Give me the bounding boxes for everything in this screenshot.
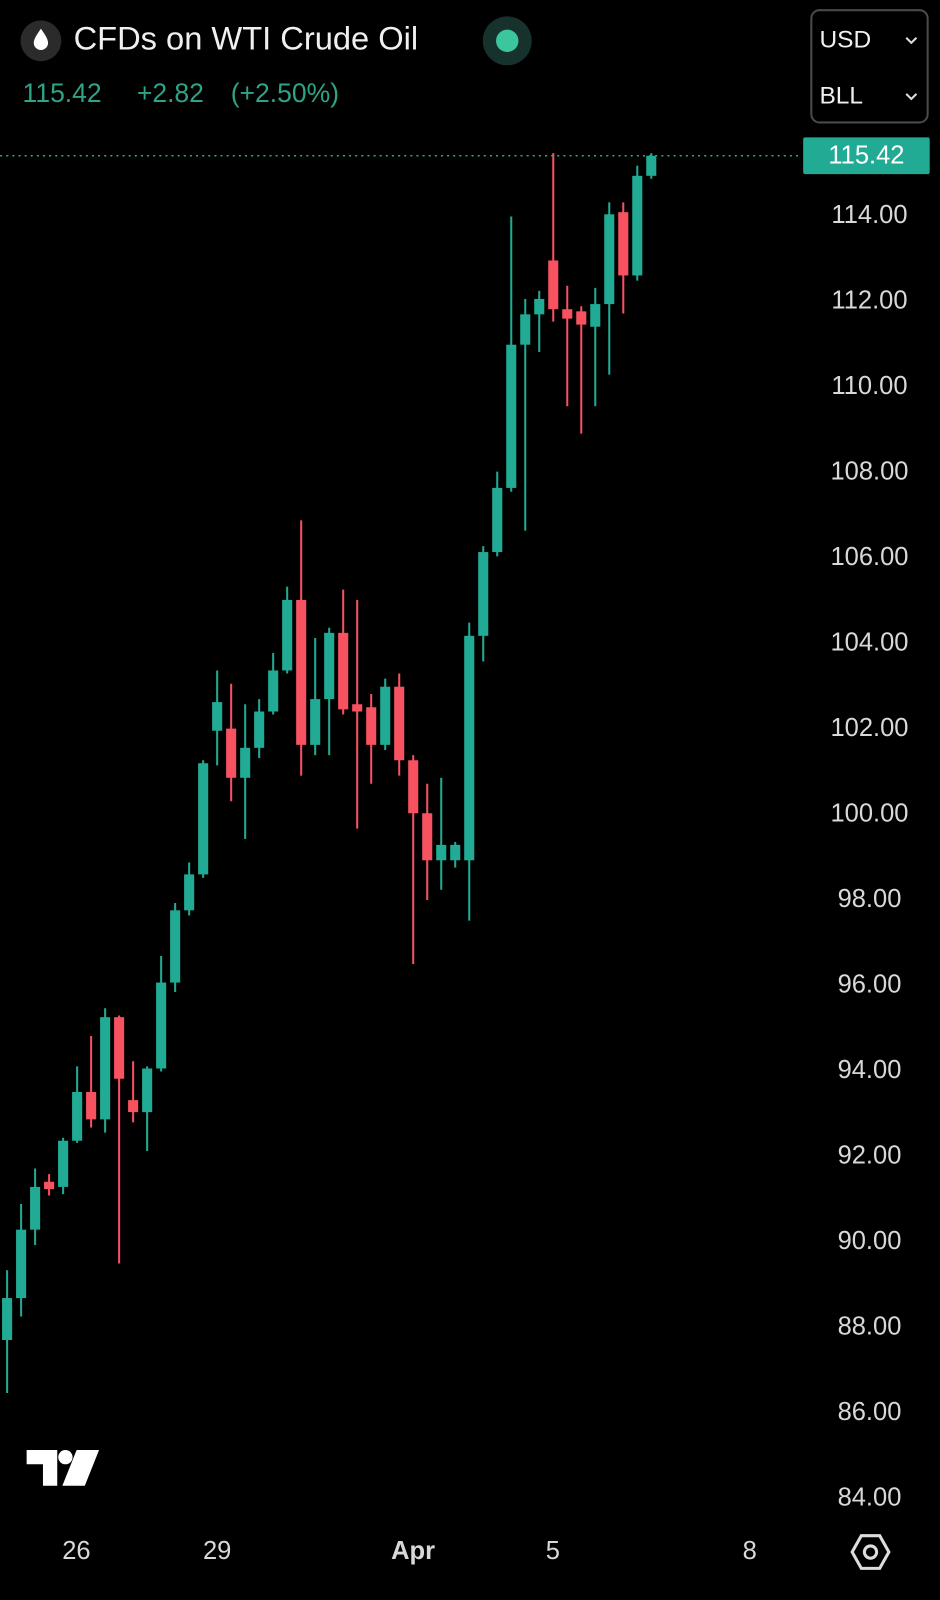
dropdown-box: [810, 9, 929, 124]
candle-body: [618, 212, 629, 276]
candle-body: [100, 1017, 111, 1120]
y-tick-label: 104.00: [830, 629, 908, 657]
x-tick-label: 26: [62, 1537, 90, 1565]
candle-body: [436, 844, 447, 861]
candle-body: [352, 704, 363, 712]
y-tick-label: 100.00: [830, 800, 908, 828]
candle-body: [156, 982, 167, 1069]
y-tick-label: 88.00: [838, 1313, 902, 1341]
logo-part: [62, 1450, 100, 1486]
candle-body: [450, 844, 461, 861]
candle-body: [646, 155, 657, 176]
candle-body: [240, 747, 251, 778]
candle-body: [170, 910, 181, 983]
candle-body: [254, 711, 265, 748]
x-tick-label: 29: [203, 1537, 231, 1565]
tradingview-logo: [26, 1450, 100, 1486]
symbol-title: CFDs on WTI Crude Oil: [74, 19, 419, 56]
last-price-label: 115.42: [828, 141, 904, 169]
candle-body: [128, 1100, 139, 1113]
logo-part: [26, 1450, 58, 1486]
candle-body: [212, 702, 223, 731]
last-price-box: [803, 137, 930, 175]
candle-body: [226, 728, 237, 778]
x-tick-label: Apr: [391, 1537, 435, 1565]
candle-body: [366, 707, 377, 745]
unit-label: BLL: [819, 82, 863, 109]
candle-body: [324, 632, 335, 700]
logo-part: [58, 1450, 73, 1465]
candle-body: [422, 813, 433, 861]
y-tick-label: 114.00: [831, 201, 907, 229]
currency-label: USD: [819, 26, 871, 53]
y-tick-label: 90.00: [838, 1227, 902, 1255]
y-tick-label: 102.00: [830, 714, 908, 742]
y-tick-label: 94.00: [838, 1056, 902, 1084]
candle-body: [16, 1229, 27, 1299]
candle-body: [30, 1186, 41, 1230]
droplet-icon: [33, 28, 49, 50]
candle-body: [534, 298, 545, 315]
x-tick-label: 5: [546, 1537, 560, 1565]
gear-hole: [862, 1544, 879, 1560]
candle-body: [464, 635, 475, 861]
chevron: [905, 93, 918, 101]
candle-body: [380, 686, 391, 745]
y-tick-label: 112.00: [831, 287, 907, 315]
status-dot: [496, 29, 519, 53]
candle-body: [58, 1140, 69, 1187]
candle-body: [478, 552, 489, 636]
candle-body: [86, 1092, 97, 1120]
candle-body: [198, 763, 209, 875]
candle-body: [604, 214, 615, 305]
y-tick-label: 106.00: [830, 543, 908, 571]
unit-dropdown[interactable]: BLL: [819, 82, 918, 109]
candle-body: [590, 304, 601, 327]
candle-body: [268, 670, 279, 712]
candle-body: [394, 686, 405, 761]
candle-body: [520, 314, 531, 345]
candles: [2, 153, 657, 1393]
y-tick-label: 108.00: [830, 458, 908, 486]
candle-body: [296, 599, 307, 745]
candle-body: [492, 487, 503, 553]
candle-body: [142, 1068, 153, 1113]
price-change: +2.82: [137, 78, 204, 108]
candle-body: [282, 599, 293, 671]
y-tick-label: 84.00: [838, 1484, 902, 1512]
candle-body: [114, 1017, 125, 1079]
candle-body: [44, 1181, 55, 1190]
candle-body: [576, 311, 587, 325]
y-tick-label: 96.00: [838, 971, 902, 999]
y-tick-label: 98.00: [838, 885, 902, 913]
price-change-pct: (+2.50%): [231, 78, 339, 108]
gear-outline: [850, 1534, 891, 1570]
candle-body: [562, 309, 573, 319]
candle-body: [632, 175, 643, 276]
candle-body: [548, 260, 559, 310]
y-tick-label: 92.00: [838, 1142, 902, 1170]
y-tick-label: 86.00: [838, 1398, 902, 1426]
candle-body: [338, 632, 349, 710]
y-tick-label: 110.00: [831, 372, 907, 400]
candle-body: [72, 1092, 83, 1141]
candle-body: [184, 874, 195, 911]
currency-dropdown[interactable]: USD: [819, 26, 918, 53]
last-price: 115.42: [23, 78, 102, 108]
settings-button[interactable]: [850, 1534, 891, 1570]
x-tick-label: 8: [743, 1537, 757, 1565]
candle-body: [2, 1298, 13, 1340]
candle-body: [408, 760, 419, 814]
chevron: [905, 37, 918, 45]
candle-body: [310, 699, 321, 745]
candle-body: [506, 344, 517, 488]
